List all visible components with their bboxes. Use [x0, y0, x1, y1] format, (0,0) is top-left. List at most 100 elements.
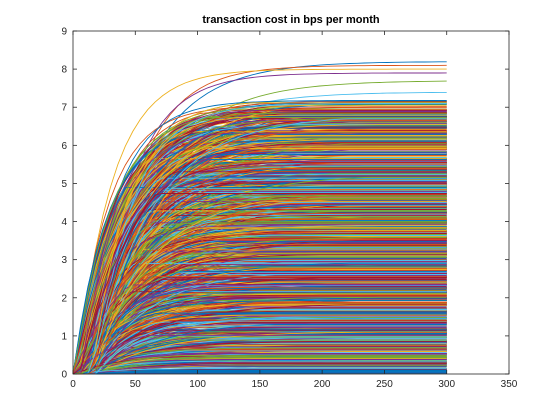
series-line [72, 197, 447, 375]
series-line [73, 142, 447, 375]
series-line [73, 222, 447, 375]
series-line [73, 179, 447, 375]
series-line [73, 272, 447, 375]
series-line [73, 128, 447, 375]
series-line [72, 355, 447, 375]
y-tick-label: 4 [61, 217, 67, 228]
y-tick-label: 6 [61, 141, 67, 152]
series-line [72, 147, 447, 375]
y-tick-label: 9 [61, 27, 67, 38]
series-line [73, 174, 447, 375]
series-line [72, 120, 447, 375]
x-tick-label: 0 [70, 379, 76, 390]
series-line [73, 159, 447, 375]
series-line [73, 274, 447, 375]
series-line [73, 131, 447, 375]
series-line [72, 148, 447, 375]
series-line [73, 161, 447, 375]
series-line [72, 367, 447, 375]
series-line [73, 158, 447, 375]
y-axis: 0 1 2 3 4 5 6 7 8 9 [61, 27, 509, 381]
series-line [73, 314, 447, 375]
series-line [73, 171, 447, 375]
series-line [72, 264, 447, 375]
series-line [73, 321, 447, 375]
series-line [73, 312, 447, 375]
series-line [73, 254, 447, 375]
series-line [73, 318, 447, 375]
series-line [72, 240, 447, 375]
series-line [73, 103, 447, 375]
series-line [72, 347, 447, 375]
series-line [73, 364, 447, 375]
series-line [73, 278, 447, 375]
series-line [72, 202, 447, 375]
series-line [72, 223, 447, 375]
x-tick-label: 250 [376, 379, 393, 390]
x-tick-label: 200 [314, 379, 331, 390]
series-line [73, 324, 447, 375]
series-line [73, 342, 447, 375]
series-line [73, 326, 447, 375]
plot-area-frame [72, 30, 510, 375]
series-line [73, 304, 447, 375]
series-line [73, 233, 447, 375]
series-line [73, 201, 447, 375]
series-line [72, 187, 447, 375]
series-line [72, 223, 447, 375]
series-line [73, 339, 447, 375]
series-line [72, 126, 447, 375]
series-line [73, 195, 447, 375]
series-line [72, 139, 447, 375]
series-line [73, 321, 447, 375]
series-line [73, 249, 447, 375]
y-tick-label: 3 [61, 255, 67, 266]
series-line [73, 165, 447, 375]
series-line [73, 177, 447, 375]
series-line [73, 213, 447, 375]
series-line [72, 334, 447, 375]
y-tick-label: 7 [61, 103, 67, 114]
series-line [73, 276, 447, 375]
series-line [72, 262, 447, 375]
series-line [73, 351, 447, 375]
y-tick-label: 5 [61, 179, 67, 190]
series-line [72, 319, 447, 375]
series-line [72, 329, 447, 375]
series-line [73, 296, 447, 375]
series-line [73, 293, 447, 375]
series-line [73, 325, 447, 375]
series-line [72, 193, 447, 375]
x-tick-label: 50 [130, 379, 142, 390]
series-line [73, 153, 447, 375]
x-tick-label: 150 [252, 379, 269, 390]
series-line [72, 308, 447, 375]
x-tick-label: 100 [189, 379, 206, 390]
y-tick-label: 2 [61, 293, 67, 304]
series-line [72, 302, 447, 375]
y-tick-label: 8 [61, 65, 67, 76]
series-line [73, 311, 447, 375]
series-line [73, 250, 447, 375]
series-line [72, 116, 447, 375]
series-line [73, 218, 447, 375]
series-lines [72, 61, 447, 375]
series-line [73, 243, 447, 375]
series-line [73, 164, 447, 375]
series-line [73, 118, 447, 375]
series-line [72, 292, 447, 375]
series-line [73, 276, 447, 375]
series-line [73, 237, 447, 375]
x-tick-label: 300 [438, 379, 455, 390]
series-line [73, 231, 447, 375]
series-line [73, 244, 447, 375]
series-line [72, 68, 447, 375]
series-line [72, 284, 447, 375]
series-line [73, 357, 447, 375]
series-line [72, 266, 447, 375]
x-tick-label: 350 [501, 379, 518, 390]
series-line [72, 350, 447, 375]
series-line [73, 137, 447, 375]
series-line [73, 132, 447, 375]
series-line [73, 227, 447, 375]
